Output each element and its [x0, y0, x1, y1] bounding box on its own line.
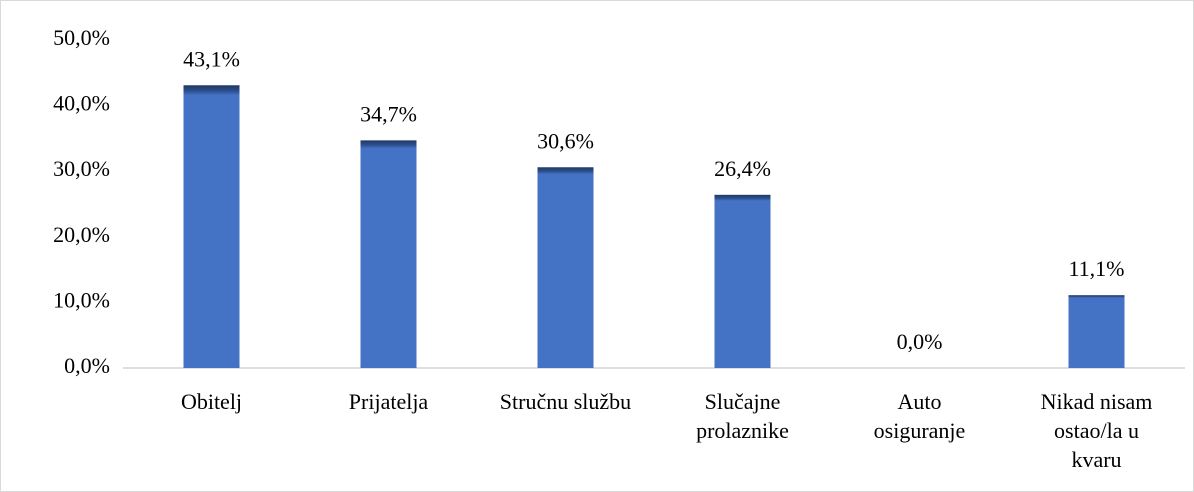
y-tick-label: 10,0% — [53, 287, 110, 312]
x-tick-label: Stručnu službu — [499, 389, 632, 414]
y-tick-label: 40,0% — [53, 91, 110, 116]
y-tick-label: 20,0% — [53, 222, 110, 247]
bar — [714, 194, 771, 368]
bar — [360, 140, 417, 368]
x-tick-label: Prijatelja — [348, 389, 429, 414]
bar — [183, 85, 240, 368]
bar — [1068, 295, 1125, 368]
x-tick-label: Slučajne prolaznike — [696, 389, 789, 443]
data-label: 11,1% — [1068, 256, 1124, 281]
data-label: 30,6% — [537, 128, 594, 153]
y-tick-label: 50,0% — [53, 25, 110, 50]
data-label: 34,7% — [360, 101, 417, 126]
data-label: 43,1% — [183, 46, 240, 71]
x-tick-label: Obitelj — [180, 389, 243, 414]
x-tick-label: Auto osiguranje — [873, 389, 966, 443]
y-tick-label: 30,0% — [53, 156, 110, 181]
x-tick-label: Nikad nisam ostao/la u kvaru — [1040, 389, 1153, 472]
bar — [537, 167, 594, 368]
data-label: 0,0% — [897, 329, 943, 354]
data-label: 26,4% — [714, 156, 771, 181]
y-tick-label: 0,0% — [64, 353, 110, 378]
